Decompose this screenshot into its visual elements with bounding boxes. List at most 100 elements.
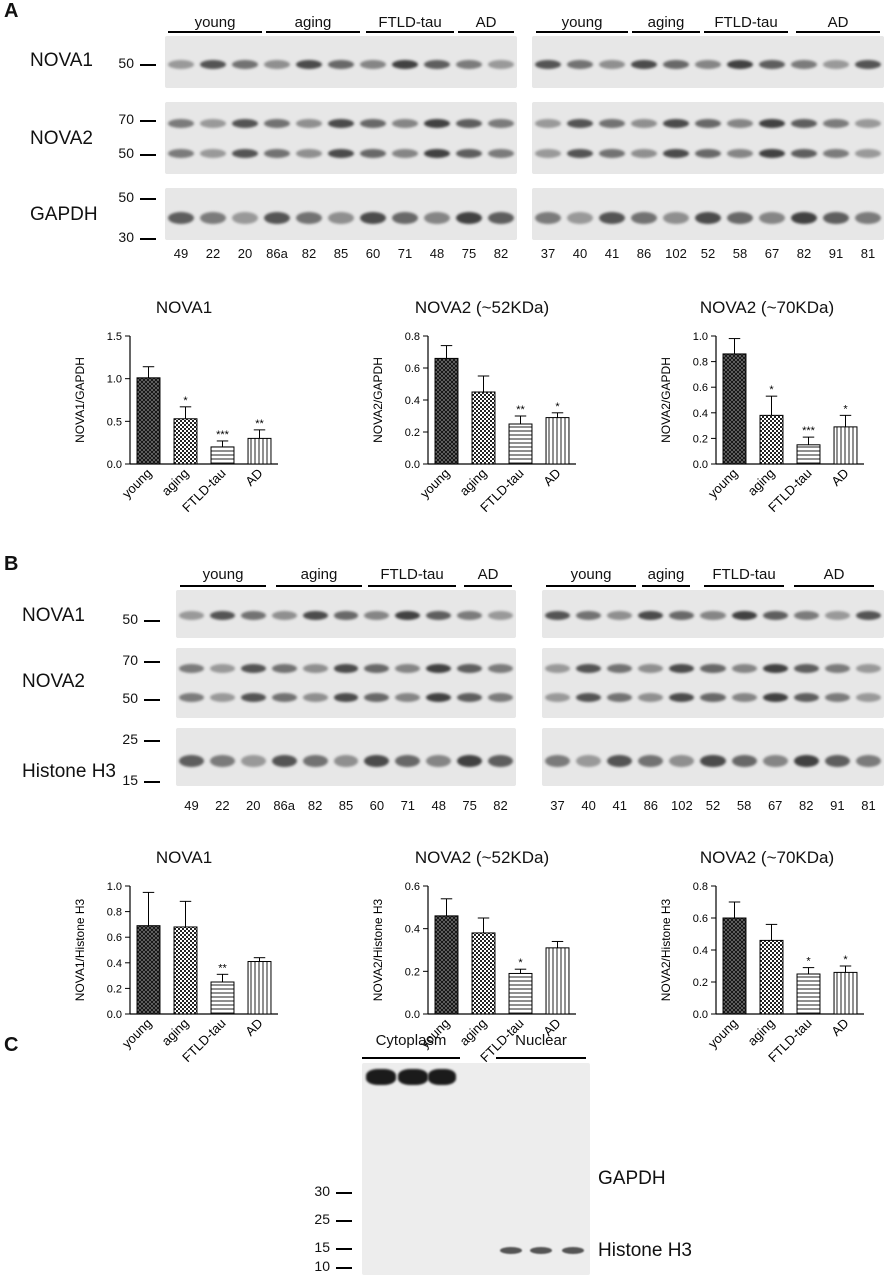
x-tick-label: aging (745, 466, 778, 499)
blot-band (179, 611, 204, 621)
y-axis-label: NOVA2/GAPDH (659, 357, 673, 443)
y-tick-label: 0.6 (405, 881, 420, 893)
lane-number: 82 (493, 246, 509, 261)
fraction-label: Nuclear (515, 1032, 567, 1049)
blot-band (762, 754, 788, 767)
blot-band (395, 664, 421, 673)
western-blot-nova2-right (532, 102, 884, 174)
chart-title: NOVA2 (~70KDa) (699, 848, 835, 867)
blot-band (488, 754, 513, 767)
lane-number: 86a (266, 246, 288, 261)
mw-marker-label: 50 (118, 55, 134, 71)
blot-band (663, 211, 689, 224)
x-tick-label: AD (540, 466, 563, 489)
blot-label-nova2: NOVA2 (22, 671, 86, 692)
blot-band (488, 664, 513, 673)
lane-number: 75 (462, 798, 477, 813)
group-label-left: young (194, 14, 236, 31)
mw-marker-label: 10 (314, 1258, 330, 1274)
blot-band (731, 754, 757, 767)
significance-marker: *** (216, 429, 230, 441)
mw-marker-tick (140, 154, 156, 156)
lane-number: 82 (493, 798, 508, 813)
blot-band (700, 664, 726, 673)
lane-number: 82 (301, 246, 317, 261)
blot-band (700, 754, 726, 767)
blot-band (488, 59, 514, 69)
blot-band (426, 754, 452, 767)
blot-band (759, 211, 785, 224)
blot-band (535, 211, 561, 224)
blot-band (607, 664, 633, 673)
chart-title: NOVA2 (~52KDa) (414, 848, 550, 867)
mw-marker-label: 50 (118, 145, 134, 161)
blot-band (823, 148, 849, 158)
significance-marker: * (806, 956, 811, 968)
y-tick-label: 0.8 (405, 331, 420, 343)
protein-label-histone: Histone H3 (598, 1240, 692, 1261)
blot-band (240, 693, 266, 703)
bar-ftld-tau (210, 981, 235, 1015)
blot-band (855, 118, 881, 128)
blot-band (700, 693, 726, 703)
blot-band (200, 118, 226, 128)
histone-band (530, 1247, 552, 1254)
blot-band (731, 693, 757, 703)
blot-band (823, 118, 849, 128)
blot-band (759, 118, 785, 128)
bar-ftld-tau (796, 444, 821, 465)
lane-number: 37 (550, 798, 565, 813)
blot-band (392, 118, 418, 128)
blot-band (209, 664, 235, 673)
lane-number: 37 (540, 246, 556, 261)
group-label-left: AD (477, 566, 499, 583)
lane-number: 91 (828, 246, 844, 261)
blot-band (240, 611, 266, 621)
y-tick-label: 0.2 (693, 977, 708, 989)
group-underline (642, 585, 690, 587)
blot-band (695, 211, 721, 224)
blot-band (296, 59, 322, 69)
blot-band (209, 693, 235, 703)
group-underline (168, 31, 262, 33)
blot-band (456, 148, 482, 158)
blot-band (392, 148, 418, 158)
blot-band (731, 664, 757, 673)
group-underline (464, 585, 512, 587)
lane-number: 52 (700, 246, 716, 261)
blot-band (457, 664, 483, 673)
blot-band (823, 59, 849, 69)
gapdh-band (398, 1069, 428, 1085)
blot-band (264, 148, 290, 158)
x-tick-label: aging (159, 1016, 192, 1049)
blot-band (488, 148, 514, 158)
group-underline (632, 31, 700, 33)
blot-band (638, 693, 664, 703)
fraction-underline (496, 1057, 586, 1059)
significance-marker: * (183, 395, 188, 407)
lane-number: 41 (604, 246, 620, 261)
blot-band (567, 211, 593, 224)
blot-band (567, 148, 593, 158)
western-blot-nova1-right (532, 36, 884, 88)
lane-number: 82 (796, 246, 812, 261)
blot-band (759, 59, 785, 69)
significance-marker: ** (255, 418, 264, 430)
western-blot-nova1-left (165, 36, 517, 88)
significance-marker: ** (218, 962, 227, 974)
group-underline (796, 31, 880, 33)
bar-aging (759, 939, 784, 1015)
significance-marker: * (769, 384, 774, 396)
lane-number: 22 (215, 798, 230, 813)
blot-band (607, 611, 633, 621)
blot-band (824, 611, 850, 621)
blot-band (168, 59, 194, 69)
blot-band (599, 59, 625, 69)
lane-number: 20 (237, 246, 253, 261)
blot-band (457, 611, 483, 621)
blot-band (855, 148, 881, 158)
y-tick-label: 0.2 (107, 983, 122, 995)
panel-label-C: C (4, 1034, 19, 1056)
mw-marker-tick (140, 120, 156, 122)
